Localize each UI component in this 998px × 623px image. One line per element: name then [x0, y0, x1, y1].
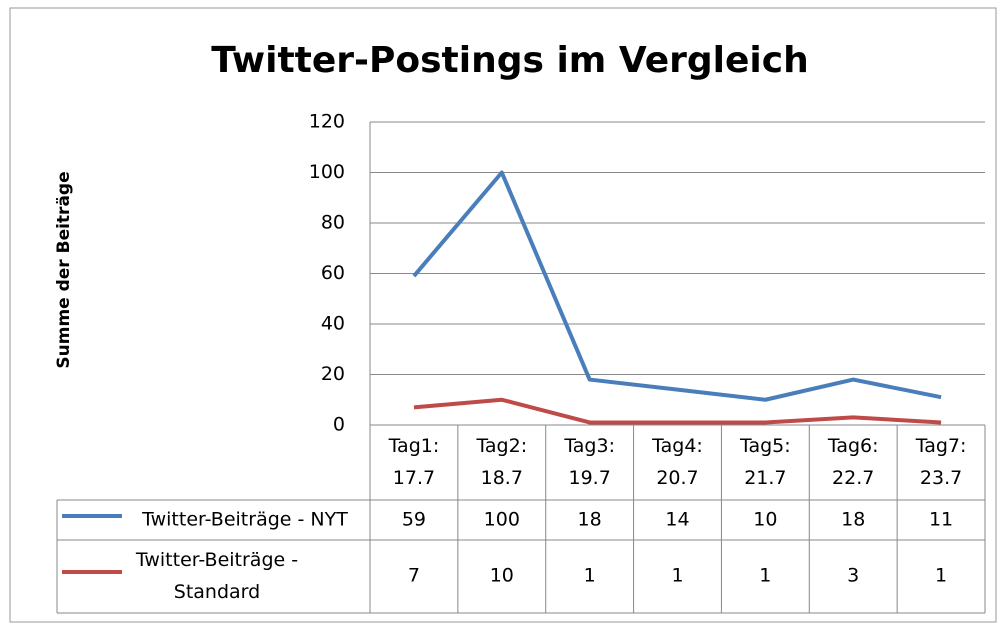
series-line: [412, 170, 942, 402]
series-line: [413, 397, 942, 425]
y-tick-label: 0: [333, 414, 345, 436]
y-tick-label: 60: [321, 262, 345, 284]
x-tick-label: Tag6: 22.7: [827, 435, 879, 489]
table-value: 18: [578, 509, 602, 531]
legend-label: Twitter-Beiträge -Standard: [135, 549, 298, 603]
table-value: 7: [408, 565, 420, 587]
y-tick-label: 20: [321, 363, 345, 385]
legend-label: Twitter-Beiträge - NYT: [141, 509, 348, 531]
table-value: 1: [584, 565, 596, 587]
table-value: 10: [753, 509, 777, 531]
y-axis-label: Summe der Beiträge: [54, 171, 74, 368]
x-tick-label: Tag4: 20.7: [651, 435, 703, 489]
table-value: 1: [935, 565, 947, 587]
y-tick-label: 80: [321, 212, 345, 234]
x-tick-label: Tag2: 18.7: [475, 435, 527, 489]
y-tick-label: 100: [309, 161, 345, 183]
x-tick-label: Tag3: 19.7: [563, 435, 615, 489]
table-value: 10: [490, 565, 514, 587]
x-tick-label: Tag5: 21.7: [739, 435, 791, 489]
y-tick-label: 40: [321, 313, 345, 335]
chart-frame: [9, 7, 997, 623]
x-tick-label: Tag1: 17.7: [388, 435, 440, 489]
table-value: 1: [759, 565, 771, 587]
table-value: 11: [929, 509, 953, 531]
table-value: 18: [841, 509, 865, 531]
x-tick-label: Tag7: 23.7: [915, 435, 967, 489]
y-tick-label: 120: [309, 111, 345, 133]
table-value: 100: [484, 509, 520, 531]
table-value: 14: [665, 509, 689, 531]
table-value: 1: [671, 565, 683, 587]
table-value: 3: [847, 565, 859, 587]
chart-title: Twitter-Postings im Vergleich: [211, 40, 808, 81]
table-value: 59: [402, 509, 426, 531]
